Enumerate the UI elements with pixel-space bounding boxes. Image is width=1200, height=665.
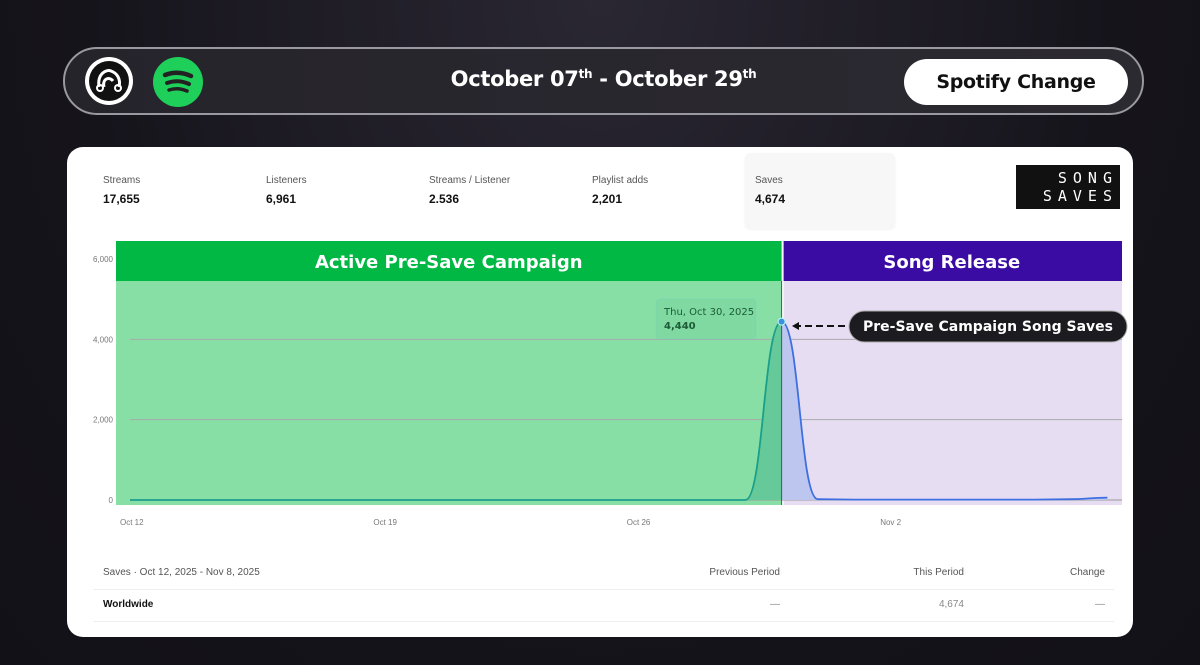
stat-playlist-adds[interactable]: Playlist adds 2,201 — [592, 175, 648, 206]
brand-logo-icon — [85, 57, 133, 105]
row-change: — — [1095, 599, 1105, 610]
annotation-pill — [848, 310, 1128, 343]
x-tick-label: Oct 19 — [373, 518, 397, 527]
stat-label: Streams — [103, 175, 141, 186]
stat-streams[interactable]: Streams 17,655 — [103, 175, 140, 206]
logo-line: SONG — [1057, 169, 1118, 187]
spotify-icon — [153, 57, 203, 107]
stat-streams-per-listener[interactable]: Streams / Listener 2.536 — [429, 175, 510, 206]
pre-save-header — [116, 241, 782, 281]
row-name: Worldwide — [103, 599, 154, 610]
stat-value: 17,655 — [103, 192, 140, 206]
stat-value: 4,674 — [755, 192, 786, 206]
top-bar: October 07th - October 29th Spotify Chan… — [63, 47, 1144, 115]
column-change: Change — [1069, 567, 1105, 578]
table-title: Saves · Oct 12, 2025 - Nov 8, 2025 — [103, 567, 260, 578]
song-saves-logo: SONG SAVES — [1016, 165, 1120, 209]
row-current: 4,674 — [938, 599, 964, 610]
stat-label: Streams / Listener — [429, 175, 511, 186]
tooltip-value: 4,440 — [664, 321, 696, 332]
series-line — [129, 320, 782, 501]
tooltip — [655, 298, 757, 340]
stat-value: 2,201 — [592, 192, 623, 206]
title-suffix: th — [578, 67, 593, 81]
date-range-title: October 07th - October 29th — [65, 67, 1142, 91]
peak-point — [777, 317, 786, 326]
spotify-change-button[interactable]: Spotify Change — [904, 59, 1128, 105]
y-tick-label: 0 — [109, 496, 114, 505]
y-tick-label: 6,000 — [93, 255, 114, 264]
logo-line: SAVES — [1042, 187, 1118, 205]
series-line — [781, 320, 1108, 501]
stat-label: Saves — [755, 175, 783, 186]
y-tick-label: 4,000 — [93, 335, 114, 344]
stat-listeners[interactable]: Listeners 6,961 — [266, 175, 307, 206]
arrow-head-icon — [792, 322, 799, 330]
stat-label: Listeners — [266, 175, 307, 186]
tooltip-date: Thu, Oct 30, 2025 — [663, 307, 754, 318]
divider — [93, 621, 1114, 622]
y-tick-label: 2,000 — [93, 416, 114, 425]
row-previous: — — [770, 599, 780, 610]
stat-value: 6,961 — [266, 192, 297, 206]
annotation-label: Pre-Save Campaign Song Saves — [863, 319, 1113, 335]
column-this-period: This Period — [913, 567, 964, 578]
column-previous-period: Previous Period — [709, 567, 780, 578]
title-end: - October 29 — [592, 67, 743, 91]
region-label: Active Pre-Save Campaign — [315, 252, 583, 273]
release-header — [783, 241, 1122, 281]
stat-label: Playlist adds — [592, 175, 649, 186]
divider — [93, 589, 1114, 590]
saves-highlight — [745, 153, 895, 229]
title-suffix: th — [742, 67, 757, 81]
x-tick-label: Oct 12 — [120, 518, 144, 527]
title-start: October 07 — [450, 67, 579, 91]
stat-value: 2.536 — [429, 192, 460, 206]
x-tick-label: Oct 26 — [627, 518, 651, 527]
region-label: Song Release — [883, 252, 1020, 273]
x-tick-label: Nov 2 — [880, 518, 901, 527]
stat-saves[interactable]: Saves 4,674 — [755, 175, 785, 206]
saves-chart: Active Pre-Save Campaign Song Release 0 2,0… — [93, 241, 1128, 527]
